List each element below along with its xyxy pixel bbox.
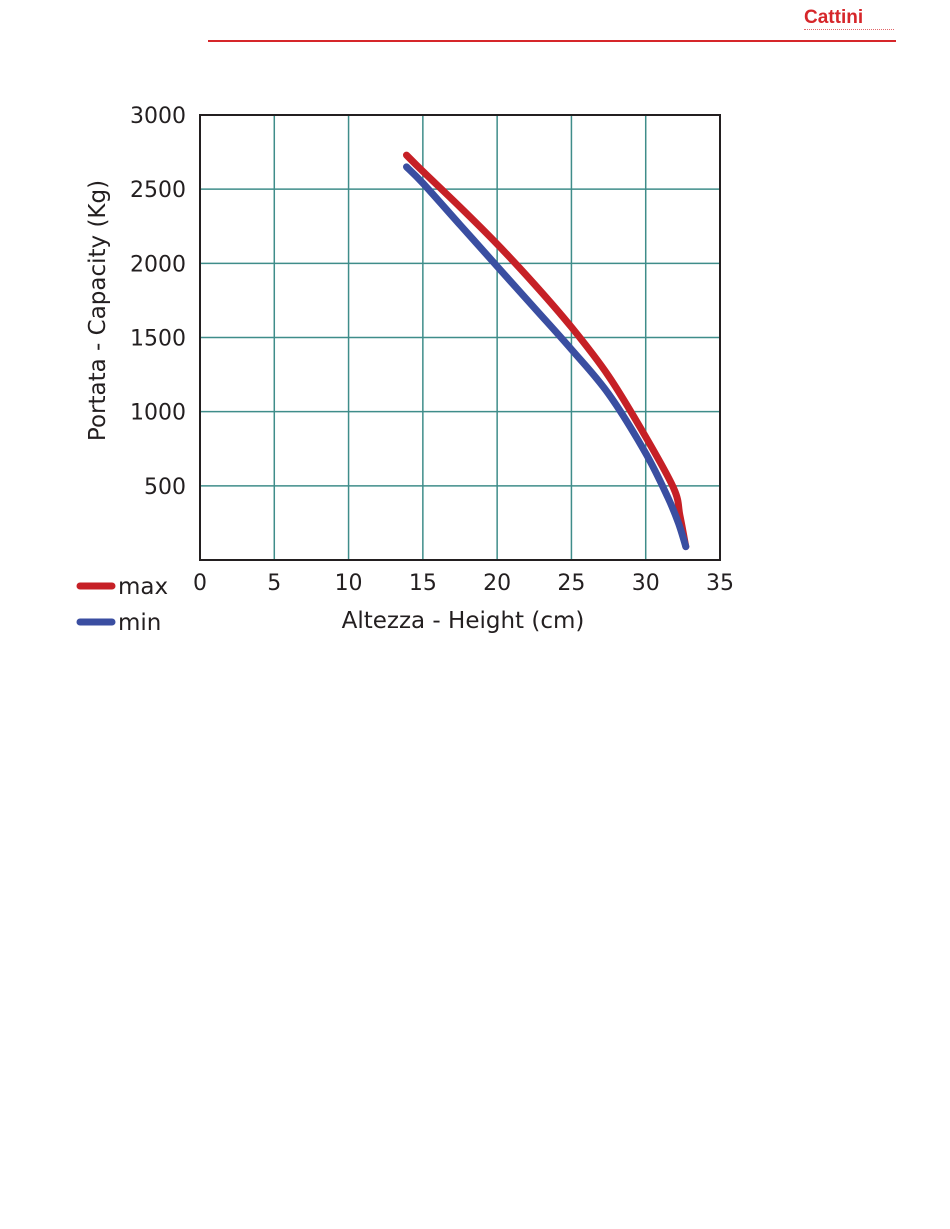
tick-layer: 0 5 10 15 20 25 30 35 500 1000 1500 2000 2500 3000: [130, 104, 734, 596]
x-axis-label: Altezza - Height (cm): [342, 608, 585, 634]
capacity-height-chart: 0 5 10 15 20 25 30 35 500 1000 1500 2000 2500 3000 Po…: [76, 104, 734, 636]
x-tick-label-25: 25: [557, 571, 585, 596]
y-tick-label-1000: 1000: [130, 401, 186, 426]
y-axis-label: Portata - Capacity (Kg): [85, 180, 111, 441]
y-tick-label-2500: 2500: [130, 178, 186, 203]
logo-wordmark: Cattini: [804, 7, 864, 28]
legend: max min: [76, 574, 168, 636]
legend-label-min: min: [118, 610, 161, 636]
x-tick-label-0: 0: [193, 571, 207, 596]
y-tick-label-3000: 3000: [130, 104, 186, 129]
x-tick-label-5: 5: [267, 571, 281, 596]
series-line-max: [403, 151, 690, 551]
legend-label-max: max: [118, 574, 168, 600]
grid-layer: [200, 115, 720, 560]
x-tick-label-10: 10: [335, 571, 363, 596]
series-layer: [403, 151, 690, 551]
header-rule: [208, 40, 896, 42]
y-tick-label-2000: 2000: [130, 252, 186, 277]
x-tick-label-20: 20: [483, 571, 511, 596]
series-line-min: [403, 163, 690, 551]
x-tick-label-30: 30: [632, 571, 660, 596]
x-tick-label-35: 35: [706, 571, 734, 596]
cattini-logo: Cattini: [804, 8, 896, 34]
y-tick-label-1500: 1500: [130, 327, 186, 352]
logo-underline: [804, 29, 894, 33]
y-tick-label-500: 500: [144, 475, 186, 500]
plot-frame: [199, 114, 721, 561]
x-tick-label-15: 15: [409, 571, 437, 596]
